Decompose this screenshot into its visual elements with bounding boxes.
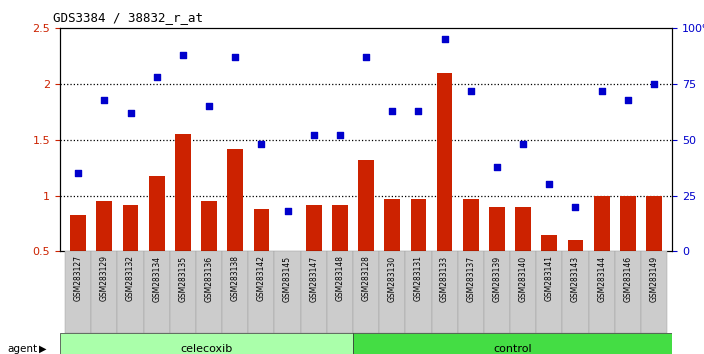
Point (386, 108, 398, 114)
Point (360, 55, 372, 60)
Text: GSM283134: GSM283134 (152, 256, 161, 302)
Bar (541, 235, 557, 251)
Bar (567, 240, 584, 251)
Point (256, 142, 267, 147)
Bar (149, 176, 165, 251)
Text: GSM283147: GSM283147 (309, 256, 318, 302)
Text: GSM283141: GSM283141 (545, 256, 554, 301)
Bar (196, 251, 222, 333)
Bar (70, 215, 86, 251)
Text: GSM283130: GSM283130 (388, 256, 397, 302)
Text: GSM283128: GSM283128 (362, 256, 370, 301)
Bar (327, 251, 353, 333)
Bar (432, 251, 458, 333)
Point (125, 110, 136, 116)
Bar (589, 251, 615, 333)
Bar (593, 195, 610, 251)
Point (517, 142, 529, 147)
Bar (384, 199, 400, 251)
Text: GSM283145: GSM283145 (283, 256, 292, 302)
Bar (515, 207, 531, 251)
Point (622, 97, 634, 103)
Bar (275, 251, 301, 333)
Bar (301, 251, 327, 333)
Bar (489, 207, 505, 251)
Bar (463, 199, 479, 251)
Bar (249, 251, 275, 333)
Text: GSM283148: GSM283148 (335, 256, 344, 301)
Text: GSM283139: GSM283139 (493, 256, 501, 302)
Point (491, 164, 503, 170)
Text: GSM283140: GSM283140 (519, 256, 527, 302)
Text: celecoxib: celecoxib (180, 344, 232, 354)
Bar (353, 251, 379, 333)
Bar (201, 201, 217, 251)
Bar (253, 209, 269, 251)
Bar (279, 251, 296, 253)
Text: GSM283143: GSM283143 (571, 256, 580, 302)
Point (230, 55, 241, 60)
Bar (92, 251, 118, 333)
Bar (118, 251, 144, 333)
Bar (170, 251, 196, 333)
Point (99, 97, 110, 103)
Bar (620, 195, 636, 251)
Bar (536, 251, 562, 333)
Bar (436, 73, 453, 251)
Text: GSM283135: GSM283135 (178, 256, 187, 302)
Bar (227, 149, 243, 251)
Bar (122, 205, 139, 251)
Bar (646, 195, 662, 251)
Bar (379, 251, 406, 333)
Point (73, 170, 84, 176)
Bar (65, 251, 92, 333)
Text: ▶: ▶ (39, 344, 46, 354)
Point (334, 132, 346, 138)
Bar (358, 160, 374, 251)
Bar (641, 251, 667, 333)
Point (177, 52, 189, 58)
Text: GSM283137: GSM283137 (466, 256, 475, 302)
Bar (353, 333, 672, 354)
Point (570, 204, 581, 210)
Bar (96, 201, 112, 251)
Point (465, 88, 477, 93)
Bar (144, 251, 170, 333)
Point (151, 75, 163, 80)
Bar (510, 251, 536, 333)
Text: GDS3384 / 38832_r_at: GDS3384 / 38832_r_at (53, 11, 203, 24)
Point (648, 81, 660, 87)
Bar (458, 251, 484, 333)
Text: GSM283142: GSM283142 (257, 256, 266, 301)
Bar (406, 251, 432, 333)
Bar (562, 251, 589, 333)
Point (203, 103, 215, 109)
Bar (484, 251, 510, 333)
Text: GSM283133: GSM283133 (440, 256, 449, 302)
Point (596, 88, 608, 93)
Text: agent: agent (7, 344, 37, 354)
Text: GSM283146: GSM283146 (623, 256, 632, 302)
Point (543, 182, 555, 187)
Text: GSM283131: GSM283131 (414, 256, 423, 301)
Text: GSM283144: GSM283144 (597, 256, 606, 302)
Bar (306, 205, 322, 251)
Point (308, 132, 320, 138)
Point (439, 36, 451, 42)
Text: GSM283138: GSM283138 (231, 256, 239, 301)
Point (413, 108, 424, 114)
Bar (410, 199, 427, 251)
Text: GSM283132: GSM283132 (126, 256, 135, 301)
Bar (222, 251, 249, 333)
Point (282, 209, 293, 214)
Text: GSM283149: GSM283149 (650, 256, 658, 302)
Bar (615, 251, 641, 333)
Text: GSM283129: GSM283129 (100, 256, 109, 301)
Text: control: control (494, 344, 532, 354)
Bar (332, 205, 348, 251)
Bar (60, 333, 353, 354)
Bar (175, 134, 191, 251)
Text: GSM283127: GSM283127 (74, 256, 82, 301)
Text: GSM283136: GSM283136 (205, 256, 213, 302)
